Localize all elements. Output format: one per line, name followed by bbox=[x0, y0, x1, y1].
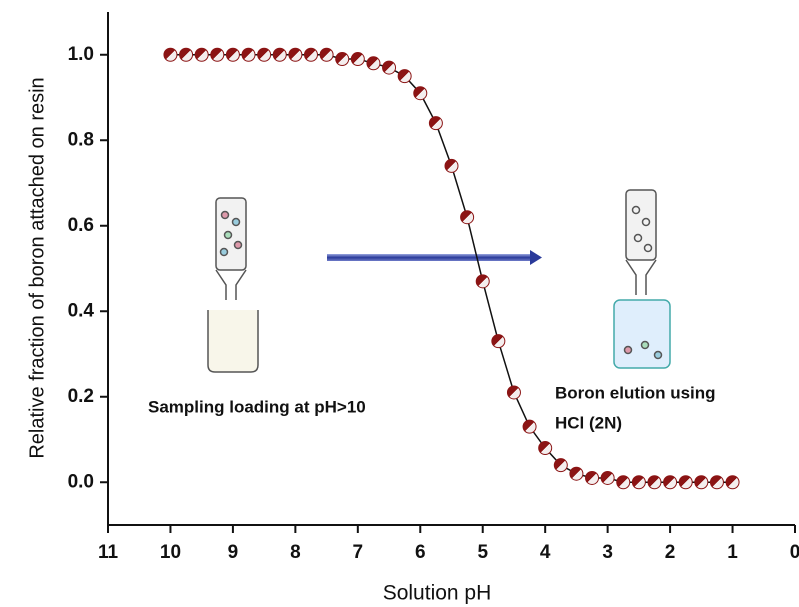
annotation: Boron elution using bbox=[555, 383, 716, 402]
x-tick-label: 11 bbox=[98, 542, 119, 563]
data-point bbox=[163, 47, 178, 62]
data-point bbox=[663, 475, 678, 490]
data-point bbox=[678, 475, 693, 490]
data-point bbox=[647, 475, 662, 490]
data-point bbox=[694, 475, 709, 490]
data-point bbox=[303, 47, 318, 62]
data-point bbox=[241, 47, 256, 62]
data-point bbox=[475, 274, 490, 289]
data-point bbox=[257, 47, 272, 62]
data-point bbox=[491, 334, 506, 349]
data-point bbox=[538, 441, 553, 456]
data-point bbox=[585, 470, 600, 485]
y-tick-label: 0.2 bbox=[68, 386, 94, 407]
y-tick-label: 0.6 bbox=[68, 215, 94, 236]
x-tick-label: 8 bbox=[290, 542, 301, 563]
x-tick-label: 3 bbox=[602, 542, 613, 563]
data-point bbox=[631, 475, 646, 490]
data-point bbox=[444, 158, 459, 173]
data-point bbox=[725, 475, 740, 490]
data-point bbox=[460, 210, 475, 225]
data-point bbox=[194, 47, 209, 62]
data-point bbox=[382, 60, 397, 75]
x-tick-label: 10 bbox=[160, 542, 181, 563]
data-point bbox=[569, 466, 584, 481]
x-tick-label: 7 bbox=[353, 542, 364, 563]
data-point bbox=[522, 419, 537, 434]
data-point bbox=[413, 86, 428, 101]
x-tick-label: 2 bbox=[665, 542, 676, 563]
illustration bbox=[207, 189, 671, 373]
y-axis-label: Relative fraction of boron attached on r… bbox=[26, 77, 48, 458]
fit-curve bbox=[170, 54, 733, 483]
data-point bbox=[397, 69, 412, 84]
data-point bbox=[319, 47, 334, 62]
data-point bbox=[600, 470, 615, 485]
data-point bbox=[553, 458, 568, 473]
annotation: Sampling loading at pH>10 bbox=[148, 397, 366, 416]
data-point bbox=[506, 385, 521, 400]
data-point bbox=[210, 47, 225, 62]
data-point bbox=[335, 52, 350, 67]
data-point bbox=[428, 116, 443, 131]
data-point bbox=[288, 47, 303, 62]
x-tick-label: 0 bbox=[790, 542, 799, 563]
data-point bbox=[225, 47, 240, 62]
x-tick-label: 5 bbox=[477, 542, 488, 563]
y-tick-label: 0.0 bbox=[68, 471, 94, 492]
y-tick-label: 1.0 bbox=[68, 44, 94, 65]
x-axis-label: Solution pH bbox=[383, 582, 492, 605]
data-point bbox=[272, 47, 287, 62]
x-tick-label: 4 bbox=[540, 542, 551, 563]
data-point bbox=[366, 56, 381, 71]
x-tick-label: 6 bbox=[415, 542, 426, 563]
data-point bbox=[709, 475, 724, 490]
data-point bbox=[616, 475, 631, 490]
data-point bbox=[350, 52, 365, 67]
x-tick-label: 9 bbox=[228, 542, 239, 563]
x-tick-label: 1 bbox=[727, 542, 738, 563]
y-tick-label: 0.8 bbox=[68, 129, 94, 150]
data-point bbox=[179, 47, 194, 62]
annotation: HCl (2N) bbox=[555, 413, 622, 432]
y-tick-label: 0.4 bbox=[68, 300, 95, 321]
